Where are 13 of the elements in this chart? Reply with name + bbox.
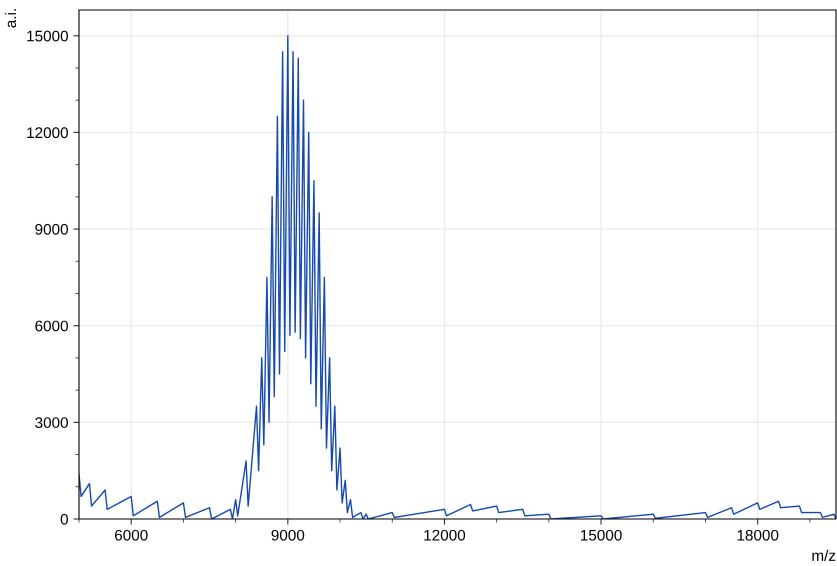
x-tick-label: 9000: [272, 530, 304, 541]
x-tick-label: 15000: [580, 530, 622, 541]
y-tick-label: 6000: [35, 320, 68, 332]
y-tick-label: 12000: [27, 127, 68, 138]
x-tick-label: 18000: [738, 530, 778, 541]
x-tick-label: 12000: [424, 530, 466, 541]
y-tick-label: 3000: [35, 417, 68, 428]
y-axis-title: a.i.: [4, 9, 16, 28]
x-tick-label: 6000: [114, 530, 148, 541]
y-tick-label: 15000: [27, 30, 68, 42]
x-axis-title: m/z: [812, 550, 836, 561]
y-tick-label: 0: [60, 514, 68, 525]
y-tick-label: 9000: [35, 224, 68, 235]
